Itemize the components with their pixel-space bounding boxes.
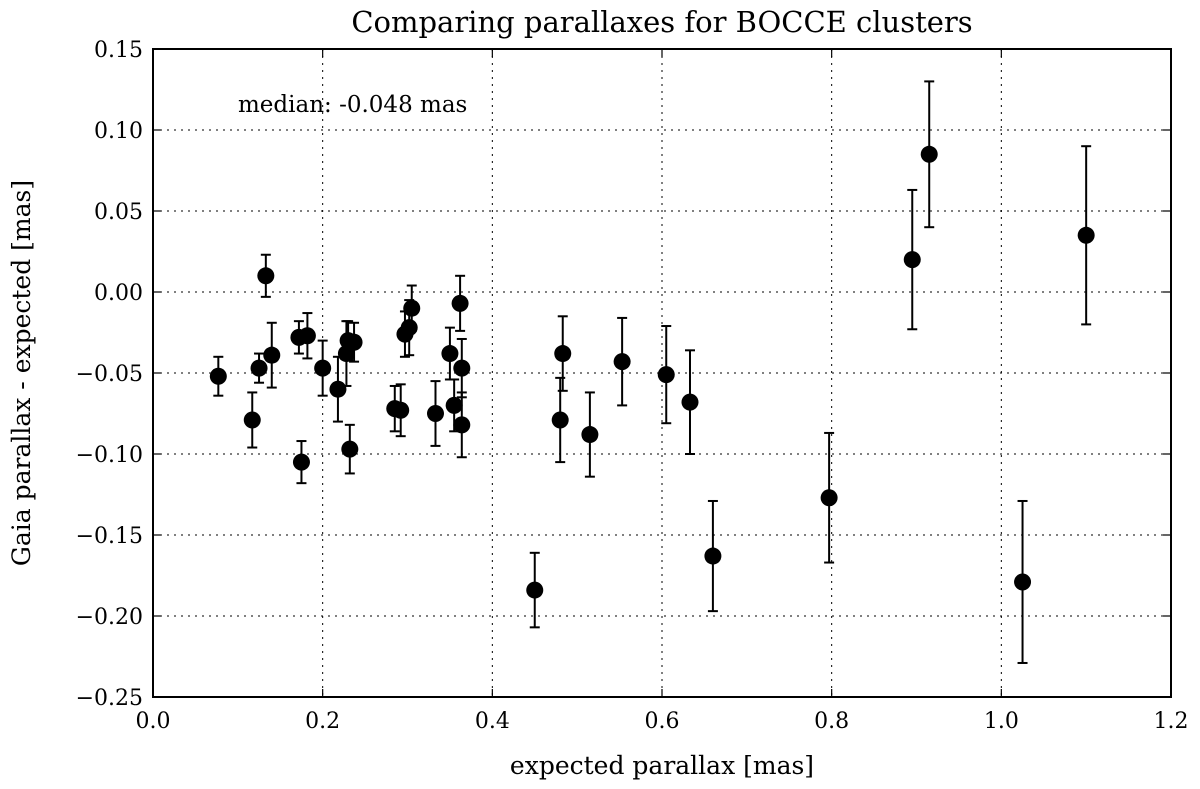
data-point — [526, 581, 544, 599]
data-point — [903, 251, 921, 269]
data-point-group — [920, 80, 938, 229]
data-point — [445, 396, 463, 414]
data-point-group — [903, 188, 921, 331]
data-point-group — [451, 274, 469, 332]
data-point-group — [453, 391, 471, 459]
data-point — [920, 145, 938, 163]
data-point — [341, 440, 359, 458]
data-point — [551, 411, 569, 429]
data-point — [554, 345, 572, 363]
data-point-group — [526, 551, 544, 629]
data-point — [243, 411, 261, 429]
data-point-group — [292, 440, 310, 485]
y-tick-label: −0.25 — [76, 686, 143, 711]
y-axis-label: Gaia parallax - expected [mas] — [7, 180, 36, 566]
data-point — [400, 319, 418, 337]
x-tick-label: 1.0 — [984, 709, 1019, 734]
data-point-group — [345, 321, 363, 363]
data-point — [392, 401, 410, 419]
y-tick-label: −0.20 — [76, 605, 143, 630]
data-point-group — [581, 391, 599, 478]
data-point-group — [551, 376, 569, 464]
data-point — [657, 366, 675, 384]
data-point — [451, 294, 469, 312]
data-point-group — [341, 423, 359, 475]
data-point-group — [337, 320, 355, 387]
data-point-group — [403, 284, 421, 332]
data-point — [292, 453, 310, 471]
data-point-group — [298, 312, 316, 360]
data-point — [329, 380, 347, 398]
y-tick-label: 0.05 — [94, 200, 143, 225]
data-point-group — [209, 355, 227, 397]
median-annotation: median: -0.048 mas — [238, 92, 467, 118]
data-point — [681, 393, 699, 411]
data-point-group — [820, 431, 838, 564]
data-point — [209, 367, 227, 385]
data-point — [453, 416, 471, 434]
data-point-group — [257, 253, 275, 298]
x-tick-label: 0.8 — [814, 709, 849, 734]
data-point-group — [426, 380, 444, 447]
x-tick-label: 0.6 — [645, 709, 680, 734]
data-point-group — [392, 383, 410, 438]
data-point — [1077, 226, 1095, 244]
data-point-group — [554, 315, 572, 392]
y-tick-label: 0.10 — [94, 119, 143, 144]
data-series — [209, 80, 1095, 664]
data-point — [314, 359, 332, 377]
y-tick-label: −0.10 — [76, 443, 143, 468]
y-tick-label: −0.15 — [76, 524, 143, 549]
y-tick-label: 0.00 — [94, 281, 143, 306]
data-point — [453, 359, 471, 377]
plot-frame — [152, 48, 1172, 698]
data-point-group — [250, 352, 268, 384]
data-point-group — [314, 339, 332, 397]
data-point-group — [329, 355, 347, 423]
data-point-group — [1014, 499, 1032, 664]
data-point — [613, 353, 631, 371]
x-axis-label: expected parallax [mas] — [510, 751, 814, 780]
data-point — [263, 346, 281, 364]
data-point — [298, 327, 316, 345]
x-axis: 0.0 0.2 0.4 0.6 0.8 1.0 1.2 — [136, 49, 1189, 734]
data-point-group — [704, 499, 722, 613]
data-point — [704, 547, 722, 565]
data-point-group — [613, 316, 631, 407]
data-point-group — [243, 391, 261, 449]
x-tick-label: 0.0 — [136, 709, 171, 734]
y-tick-label: 0.15 — [94, 38, 143, 63]
x-tick-label: 0.4 — [475, 709, 510, 734]
data-point-group — [263, 321, 281, 389]
data-point — [581, 426, 599, 444]
y-axis: 0.15 0.10 0.05 0.00 −0.05 −0.10 −0.15 −0.20 −0.2… — [76, 38, 1171, 711]
data-point — [403, 299, 421, 317]
data-point — [257, 267, 275, 285]
data-point-group — [657, 325, 675, 425]
x-tick-label: 1.2 — [1154, 709, 1189, 734]
data-point — [426, 405, 444, 422]
data-point-group — [681, 349, 699, 455]
data-point-group — [1077, 145, 1095, 326]
chart-title: Comparing parallaxes for BOCCE clusters — [351, 5, 972, 39]
data-point — [441, 345, 459, 363]
y-tick-label: −0.05 — [76, 362, 143, 387]
data-point — [250, 359, 268, 377]
data-point — [345, 333, 363, 351]
data-point — [820, 489, 838, 507]
data-point — [1014, 573, 1032, 591]
x-tick-label: 0.2 — [305, 709, 340, 734]
